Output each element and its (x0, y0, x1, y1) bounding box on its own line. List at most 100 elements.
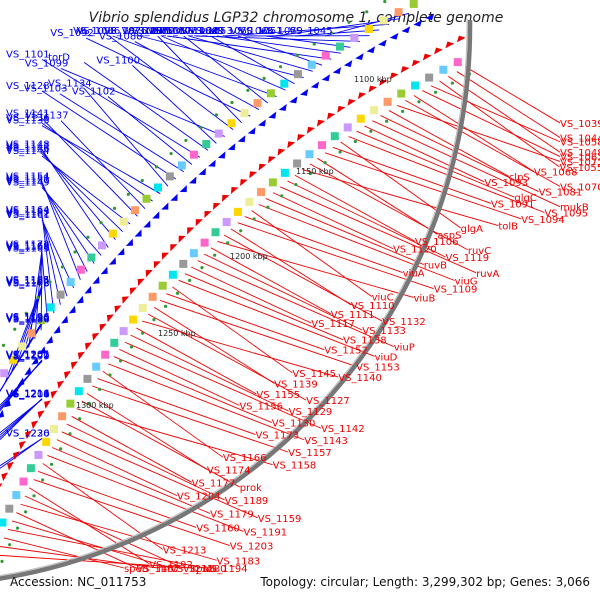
forward-gene-label: VS_1193 (6, 313, 50, 324)
forward-gene-arrow (125, 238, 133, 246)
reverse-gene-arrow (50, 390, 58, 399)
rna-feature-dot (280, 194, 284, 198)
forward-gene-label: VS_1201 (6, 351, 50, 362)
reverse-leader-line (108, 363, 305, 441)
forward-leader-line (16, 287, 43, 366)
reverse-gene-arrow (316, 119, 326, 127)
cog-feature-block (26, 464, 35, 473)
reverse-leader-line (210, 247, 332, 315)
forward-gene-label: VS_1151 (6, 174, 50, 185)
reverse-gene-arrow (161, 252, 170, 260)
reverse-gene-label: VS_1117 (311, 319, 355, 330)
cog-feature-block (50, 425, 59, 434)
forward-leader-line (107, 96, 193, 165)
cog-feature-block (453, 58, 462, 67)
reverse-gene-label: VS_1058 (560, 138, 600, 149)
reverse-gene-arrow (145, 269, 153, 278)
cog-feature-block (27, 329, 36, 338)
cog-feature-block (76, 265, 85, 274)
reverse-gene-label: VS_1167 (136, 564, 180, 575)
reverse-gene-label: viuC (372, 293, 394, 304)
forward-leader-line (83, 61, 209, 151)
reverse-leader-line (204, 253, 363, 331)
reverse-leader-line (237, 222, 434, 290)
reverse-gene-arrow (77, 351, 85, 360)
rna-feature-dot (36, 296, 40, 300)
reverse-leader-line (102, 370, 224, 458)
reverse-leader-line (184, 273, 344, 341)
cog-feature-block (397, 89, 406, 98)
cog-feature-block (110, 338, 119, 347)
cog-feature-block (98, 241, 107, 250)
forward-leader-line (0, 398, 43, 436)
forward-gene-label: VS_1045 (289, 26, 333, 37)
reverse-leader-line (3, 537, 125, 569)
rna-feature-dot (140, 178, 144, 183)
rna-feature-dot (48, 280, 52, 284)
reverse-gene-arrow (287, 141, 296, 149)
reverse-gene-label: VS_1048 (560, 148, 600, 159)
forward-leader-line (0, 321, 43, 392)
forward-gene-label: VS_1169 (6, 241, 50, 252)
reverse-leader-line (124, 341, 322, 429)
rna-feature-dot (13, 327, 17, 331)
reverse-leader-line (160, 300, 357, 367)
forward-gene-arrow (76, 295, 84, 304)
rna-feature-dot (450, 81, 454, 85)
reverse-gene-label: VS_1138 (343, 336, 387, 347)
genome-backbone (0, 19, 473, 581)
reverse-gene-arrow (0, 482, 3, 488)
rna-feature-dot (1, 343, 6, 347)
forward-gene-arrow (278, 103, 287, 111)
cog-feature-block (364, 25, 373, 34)
cog-feature-block (0, 518, 7, 527)
cog-feature-block (383, 97, 392, 106)
cog-feature-block (343, 123, 352, 132)
rna-feature-dot (308, 171, 312, 176)
genome-summary: Topology: circular; Length: 3,299,302 bp… (259, 575, 590, 589)
reverse-gene-label: VS_1140 (338, 373, 382, 384)
reverse-leader-line (20, 503, 217, 561)
forward-gene-label: VS_1163 (6, 207, 50, 218)
rna-feature-dot (24, 510, 28, 514)
reverse-gene-label: VS_1192 (149, 560, 193, 571)
forward-gene-label: VS_1168 (6, 242, 50, 253)
reverse-gene-label: VS_1070 (560, 182, 600, 193)
reverse-leader-line (272, 192, 394, 250)
reverse-gene-label: prok (240, 483, 262, 494)
reverse-gene-label: VS_1039 (560, 119, 600, 130)
forward-gene-label: VS_1196 (6, 312, 50, 323)
rna-feature-dot (112, 206, 117, 210)
reverse-gene-arrow (326, 112, 336, 120)
forward-gene-label: VS_1076 (104, 26, 148, 37)
cog-feature-block (9, 355, 18, 364)
forward-gene-arrow (134, 229, 142, 237)
cog-feature-block (245, 197, 254, 206)
cog-feature-block (409, 0, 418, 8)
rna-feature-dot (188, 278, 192, 282)
cog-feature-block (335, 42, 344, 51)
reverse-gene-arrow (64, 370, 71, 380)
forward-gene-label: VS_1060 (210, 26, 254, 37)
cog-feature-block (202, 140, 211, 149)
forward-gene-label: VS_1150 (6, 175, 50, 186)
reverse-gene-label: VS_1173 (255, 431, 299, 442)
forward-gene-arrow (10, 388, 18, 397)
cog-feature-block (293, 70, 302, 79)
reverse-leader-line (340, 141, 461, 229)
forward-gene-label: VS_1063 (160, 26, 204, 37)
cog-feature-block (318, 141, 327, 150)
forward-gene-label: VS_1190 (6, 313, 50, 324)
forward-gene-label: VS_1086 (77, 26, 121, 37)
reverse-gene-label: ruvA (476, 269, 499, 280)
reverse-gene-label: VS_1095 (544, 209, 588, 220)
position-marker-label: 1200 kbp (230, 252, 268, 261)
reverse-leader-line (61, 431, 258, 519)
reverse-gene-label: VS_1204 (177, 492, 221, 503)
rna-feature-dot (266, 205, 270, 209)
cog-feature-block (34, 450, 43, 459)
reverse-gene-label: rpmI (192, 564, 215, 575)
reverse-gene-arrow (389, 72, 399, 80)
rna-feature-dot (140, 331, 145, 335)
cog-feature-block (108, 229, 117, 238)
